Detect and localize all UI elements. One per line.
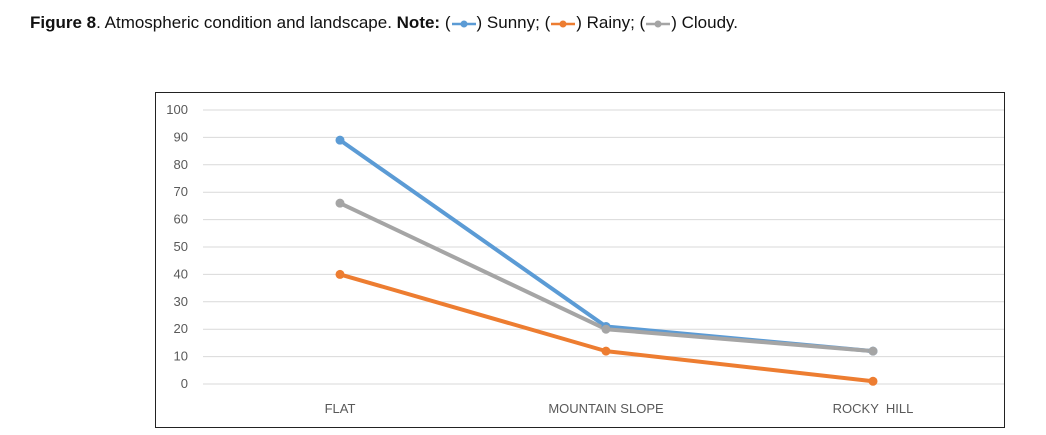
y-tick-label: 30 bbox=[174, 294, 188, 309]
data-point-rainy bbox=[601, 346, 611, 356]
figure-label: Figure 8 bbox=[30, 13, 97, 32]
y-tick-label: 90 bbox=[174, 129, 188, 144]
note-label: Note: bbox=[396, 13, 441, 32]
x-category-label: MOUNTAIN SLOPE bbox=[548, 401, 664, 416]
series-line-sunny bbox=[338, 138, 875, 354]
x-category-label: ROCKY HILL bbox=[833, 401, 914, 416]
data-point-cloudy bbox=[601, 324, 611, 334]
data-point-sunny bbox=[335, 135, 345, 145]
y-tick-label: 80 bbox=[174, 157, 188, 172]
y-tick-label: 100 bbox=[166, 102, 188, 117]
data-point-cloudy bbox=[868, 346, 878, 356]
legend-cloudy: () Cloudy. bbox=[639, 13, 738, 32]
y-tick-label: 20 bbox=[174, 321, 188, 336]
legend-rainy: () Rainy; bbox=[544, 13, 635, 32]
figure-title: . Atmospheric condition and landscape. bbox=[96, 13, 397, 32]
line-chart: 0 10 20 30 40 50 60 70 80 90 100 FLAT MOUNTAIN SLOPE… bbox=[166, 102, 1004, 416]
data-point-rainy bbox=[868, 376, 878, 386]
legend-sunny-marker bbox=[451, 20, 476, 28]
data-point-cloudy bbox=[335, 198, 345, 208]
y-tick-label: 40 bbox=[174, 266, 188, 281]
y-tick-label: 60 bbox=[174, 212, 188, 227]
y-tick-label: 10 bbox=[174, 349, 188, 364]
y-tick-label: 50 bbox=[174, 239, 188, 254]
data-point-rainy bbox=[335, 269, 345, 279]
y-tick-label: 70 bbox=[174, 184, 188, 199]
legend-rainy-marker bbox=[551, 20, 576, 28]
y-tick-label: 0 bbox=[181, 376, 188, 391]
chart-frame: 0 10 20 30 40 50 60 70 80 90 100 FLAT MOUNTAIN SLOPE… bbox=[155, 92, 1005, 428]
figure-caption: Figure 8. Atmospheric condition and land… bbox=[30, 13, 738, 33]
legend-sunny: () Sunny; bbox=[444, 13, 540, 32]
x-category-label: FLAT bbox=[325, 401, 356, 416]
legend-cloudy-marker bbox=[646, 20, 671, 28]
